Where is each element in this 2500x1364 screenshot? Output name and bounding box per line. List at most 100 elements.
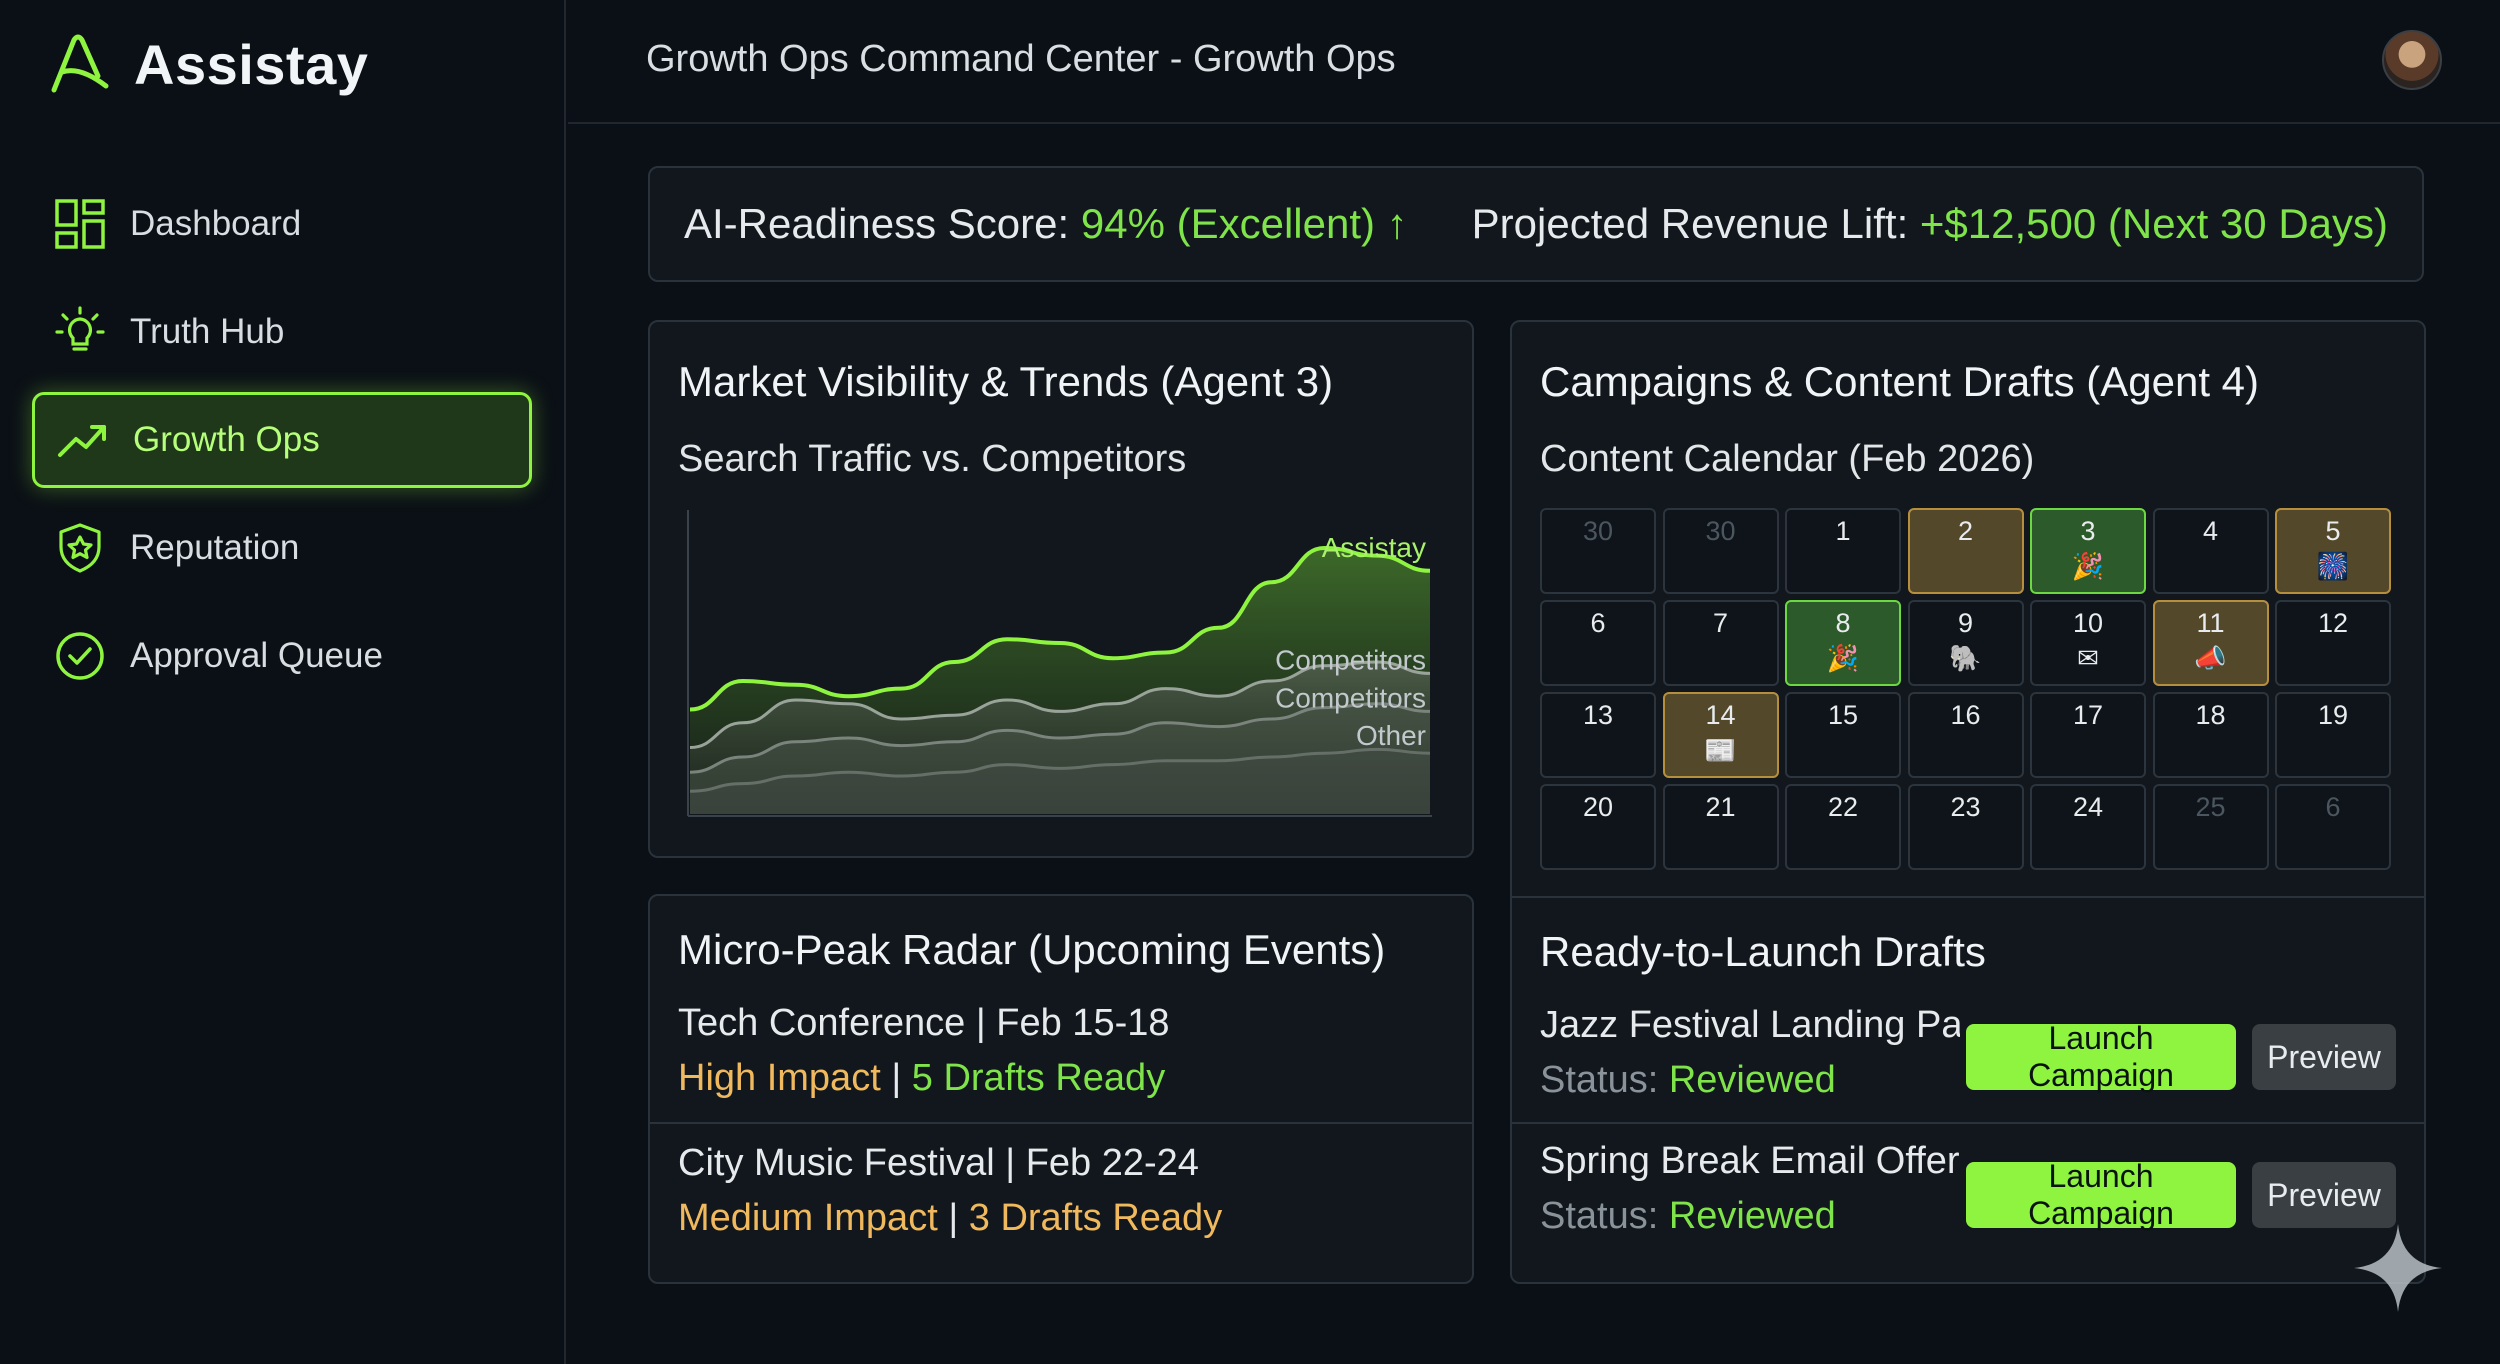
sidebar: Assistay Dashboard Truth Hub Growth Ops … [0,0,566,1364]
draft-name: Jazz Festival Landing Page [1540,1004,1960,1046]
traffic-chart: Assistay Competitors Competitors Other [687,510,1432,817]
calendar-day[interactable]: 30 [1540,508,1656,594]
calendar-event-icon: 🎆 [2316,551,2350,581]
meta-separator: | [891,1057,902,1099]
series-label: Assistay [1322,532,1426,563]
calendar-day-number: 21 [1705,792,1736,822]
calendar-day-number: 6 [1590,608,1606,638]
calendar-day[interactable]: 8 🎉 [1785,600,1901,686]
calendar-day[interactable]: 13 [1540,692,1656,778]
series-label: Competitors [1275,644,1426,675]
series-label: Competitors [1275,682,1426,713]
ai-readiness-value: 94% (Excellent) [1080,200,1375,247]
campaigns-card: Campaigns & Content Drafts (Agent 4) Con… [1510,320,2426,1284]
calendar-day[interactable]: 16 [1907,692,2024,778]
event-item[interactable]: City Music Festival | Feb 22-24 Medium I… [678,1142,1222,1240]
calendar-day[interactable]: 6 [1540,600,1656,686]
draft-item: Jazz Festival Landing Page Status: Revie… [1540,1004,1960,1102]
calendar-day[interactable]: 23 [1907,784,2024,870]
calendar-day[interactable]: 25 [2152,784,2269,870]
app-logo[interactable]: Assistay [44,28,368,100]
calendar-day[interactable]: 18 [2152,692,2269,778]
calendar-day-number: 13 [1582,700,1614,730]
calendar-event-icon: 🎉 [1826,643,1860,673]
status-value: Reviewed [1668,1195,1836,1237]
sidebar-item-dashboard[interactable]: Dashboard [32,176,532,272]
sidebar-item-growth-ops[interactable]: Growth Ops [32,392,532,488]
launch-campaign-button[interactable]: Launch Campaign [1966,1020,2236,1093]
draft-item: Spring Break Email Offer Status: Reviewe… [1540,1140,1960,1238]
divider [1512,896,2424,898]
ai-readiness: AI-Readiness Score: 94% (Excellent) ↑ [684,200,1408,248]
calendar-day-number: 6 [2325,792,2341,822]
dashboard-icon [52,196,108,252]
calendar-day-number: 25 [2195,792,2226,822]
market-visibility-card: Market Visibility & Trends (Agent 3) Sea… [648,320,1474,858]
sparkle-icon[interactable] [2352,1222,2444,1314]
sidebar-item-label: Truth Hub [130,312,285,351]
card-title: Market Visibility & Trends (Agent 3) [678,358,1334,405]
sidebar-item-reputation[interactable]: Reputation [32,500,532,596]
status-value: Reviewed [1668,1059,1836,1101]
calendar-day-number: 7 [1712,608,1729,638]
sidebar-item-approval-queue[interactable]: Approval Queue [32,608,532,704]
sidebar-item-truth-hub[interactable]: Truth Hub [32,284,532,380]
calendar-day-number: 20 [1582,792,1614,822]
calendar-day[interactable]: 22 [1785,784,1901,870]
series-line [689,545,1431,712]
event-item[interactable]: Tech Conference | Feb 15-18 High Impact … [678,1002,1170,1100]
calendar-day-number: 10 [2072,608,2104,638]
calendar-day-number: 3 [2080,516,2096,546]
draft-name: Spring Break Email Offer [1540,1140,1960,1182]
calendar-day[interactable]: 19 [2275,692,2391,778]
calendar-day[interactable]: 17 [2030,692,2146,778]
calendar-day-number: 30 [1705,516,1736,546]
status-label: Status: [1540,1059,1659,1101]
launch-campaign-button[interactable]: Launch Campaign [1966,1158,2236,1231]
series-label: Other [1356,720,1426,751]
topbar: Growth Ops Command Center - Growth Ops [568,0,2500,124]
calendar-day[interactable]: 5 🎆 [2275,508,2391,594]
calendar-day-number: 30 [1582,516,1614,546]
calendar-day[interactable]: 30 [1662,508,1779,594]
series-line [689,702,1431,774]
calendar-day[interactable]: 3 🎉 [2030,508,2146,594]
event-meta: Medium Impact | 3 Drafts Ready [678,1197,1222,1240]
calendar-day[interactable]: 6 [2275,784,2391,870]
preview-button[interactable]: Preview [2252,1024,2396,1090]
sidebar-item-label: Reputation [130,528,300,567]
calendar-day[interactable]: 7 [1662,600,1779,686]
calendar-day[interactable]: 12 [2275,600,2391,686]
calendar-day-number: 2 [1957,516,1974,546]
preview-button[interactable]: Preview [2252,1162,2396,1228]
calendar-day[interactable]: 2 [1907,508,2024,594]
calendar-day-number: 18 [2195,700,2226,730]
calendar-day[interactable]: 24 [2030,784,2146,870]
calendar-day[interactable]: 21 [1662,784,1779,870]
divider [650,1122,1472,1124]
series-line [689,747,1431,793]
calendar-day-number: 24 [2072,792,2104,822]
calendar-day-number: 11 [2196,608,2225,638]
calendar-day[interactable]: 10 ✉ [2030,600,2146,686]
calendar-day-number: 22 [1827,792,1859,822]
calendar-day[interactable]: 14 📰 [1662,692,1779,778]
calendar-day[interactable]: 15 [1785,692,1901,778]
sidebar-item-label: Dashboard [130,204,302,243]
sidebar-item-label: Approval Queue [130,636,383,675]
calendar-day[interactable]: 20 [1540,784,1656,870]
event-name: Tech Conference | Feb 15-18 [678,1002,1170,1044]
calendar-event-icon: 🎉 [2071,551,2105,581]
avatar[interactable] [2382,30,2442,90]
calendar-day[interactable]: 9 🐘 [1907,600,2024,686]
sidebar-item-label: Growth Ops [133,420,320,459]
meta-separator: | [948,1197,959,1239]
calendar-day-number: 1 [1835,516,1851,546]
assistay-logo-icon [51,34,109,93]
calendar-day[interactable]: 4 [2152,508,2269,594]
calendar-day[interactable]: 11 📣 [2152,600,2269,686]
calendar-day[interactable]: 1 [1785,508,1901,594]
status-label: Status: [1540,1195,1659,1237]
event-meta: High Impact | 5 Drafts Ready [678,1057,1170,1100]
ai-readiness-label: AI-Readiness Score: [684,200,1070,247]
